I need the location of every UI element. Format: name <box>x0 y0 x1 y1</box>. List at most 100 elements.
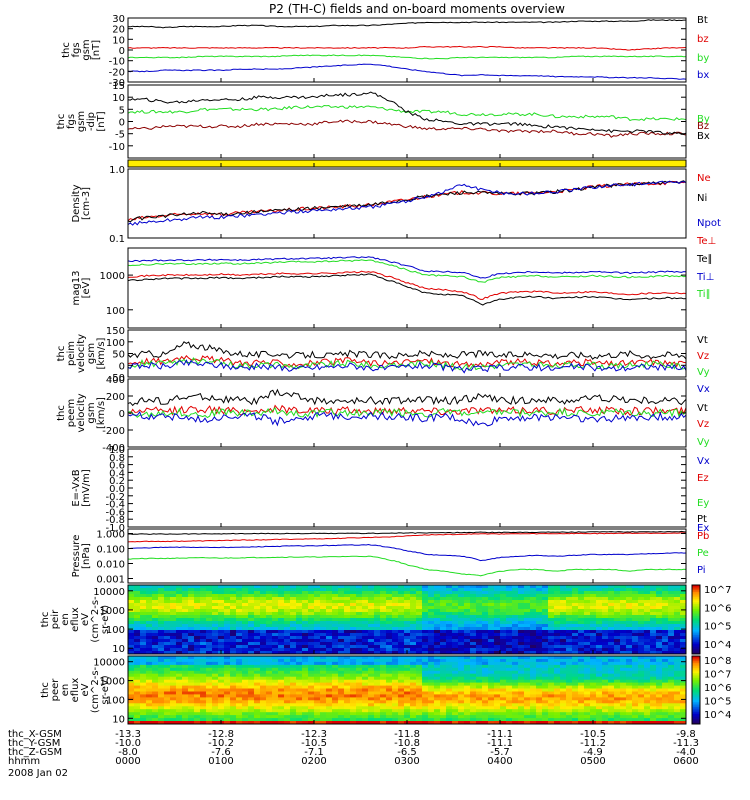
spectrogram-cell <box>584 703 591 707</box>
spectrogram-cell <box>218 591 225 595</box>
spectrogram-cell <box>524 664 531 669</box>
spectrogram-cell <box>632 648 639 652</box>
spectrogram-cell <box>248 664 255 669</box>
spectrogram-cell <box>236 703 243 707</box>
spectrogram-cell <box>224 612 231 616</box>
spectrogram-cell <box>536 703 543 707</box>
spectrogram-cell <box>404 594 411 598</box>
spectrogram-cell <box>320 673 327 678</box>
spectrogram-cell <box>302 691 309 695</box>
spectrogram-cell <box>542 673 549 678</box>
spectrogram-cell <box>452 585 459 589</box>
spectrogram-cell <box>596 600 603 604</box>
spectrogram-cell <box>398 721 405 725</box>
spectrogram-cell <box>314 700 321 704</box>
spectrogram-cell <box>152 648 159 652</box>
spectrogram-cell <box>200 661 207 666</box>
spectrogram-cell <box>338 656 345 660</box>
spectrogram-cell <box>566 659 573 663</box>
spectrogram-cell <box>248 633 255 637</box>
spectrogram-cell <box>302 585 309 589</box>
spectrogram-cell <box>266 721 273 725</box>
spectrogram-cell <box>278 597 285 601</box>
spectrogram-cell <box>572 597 579 601</box>
spectrogram-cell <box>140 624 147 628</box>
spectrogram-cell <box>674 685 681 689</box>
colorbar-segment <box>692 703 700 706</box>
spectrogram-cell <box>128 615 135 619</box>
spectrogram-cell <box>314 594 321 598</box>
spectrogram-cell <box>500 588 507 592</box>
y-tick-label: 1.0 <box>109 445 125 456</box>
spectrogram-cell <box>134 712 141 716</box>
spectrogram-cell <box>464 718 471 722</box>
spectrogram-cell <box>314 661 321 666</box>
spectrogram-cell <box>542 685 549 689</box>
spectrogram-cell <box>164 694 171 698</box>
spectrogram-cell <box>134 651 141 655</box>
spectrogram-cell <box>440 636 447 640</box>
spectrogram-cell <box>524 691 531 695</box>
spectrogram-cell <box>584 624 591 628</box>
spectrogram-cell <box>380 630 387 634</box>
spectrogram-cell <box>656 685 663 689</box>
spectrogram-cell <box>236 618 243 622</box>
spectrogram-cell <box>344 591 351 595</box>
spectrogram-cell <box>398 700 405 704</box>
spectrogram-cell <box>626 661 633 666</box>
spectrogram-cell <box>164 679 171 684</box>
spectrogram-cell <box>452 685 459 689</box>
spectrogram-cell <box>128 621 135 625</box>
spectrogram-cell <box>218 718 225 722</box>
spectrogram-cell <box>236 664 243 669</box>
spectrogram-cell <box>590 645 597 649</box>
spectrogram-cell <box>476 667 483 672</box>
spectrogram-cell <box>188 697 195 701</box>
spectrogram-cell <box>380 651 387 655</box>
spectrogram-cell <box>458 706 465 710</box>
spectrogram-cell <box>596 594 603 598</box>
spectrogram-cell <box>590 685 597 689</box>
spectrogram-cell <box>206 685 213 689</box>
spectrogram-cell <box>494 679 501 684</box>
spectrogram-cell <box>176 600 183 604</box>
spectrogram-cell <box>452 609 459 613</box>
spectrogram-cell <box>674 682 681 686</box>
colorbar-segment <box>692 597 700 600</box>
spectrogram-cell <box>554 718 561 722</box>
spectrogram-cell <box>494 609 501 613</box>
spectrogram-cell <box>158 667 165 672</box>
spectrogram-cell <box>140 612 147 616</box>
y-tick-label: 10000 <box>93 587 125 598</box>
spectrogram-cell <box>656 688 663 692</box>
spectrogram-cell <box>506 682 513 686</box>
spectrogram-cell <box>572 706 579 710</box>
spectrogram-cell <box>128 694 135 698</box>
x-axis-row-label: thc_X-GSM <box>8 729 62 740</box>
spectrogram-cell <box>170 651 177 655</box>
spectrogram-cell <box>434 715 441 719</box>
spectrogram-cell <box>344 703 351 707</box>
spectrogram-cell <box>536 682 543 686</box>
spectrogram-cell <box>236 691 243 695</box>
spectrogram-cell <box>410 700 417 704</box>
spectrogram-cell <box>440 651 447 655</box>
spectrogram-cell <box>530 697 537 701</box>
spectrogram-cell <box>230 621 237 625</box>
spectrogram-cell <box>464 645 471 649</box>
spectrogram-cell <box>248 591 255 595</box>
spectrogram-cell <box>626 651 633 655</box>
spectrogram-cell <box>326 715 333 719</box>
spectrogram-cell <box>488 612 495 616</box>
spectrogram-cell <box>632 615 639 619</box>
spectrogram-cell <box>176 651 183 655</box>
spectrogram-cell <box>434 700 441 704</box>
spectrogram-cell <box>458 585 465 589</box>
spectrogram-cell <box>248 609 255 613</box>
spectrogram-cell <box>368 664 375 669</box>
spectrogram-cell <box>578 703 585 707</box>
spectrogram-cell <box>656 639 663 643</box>
spectrogram-cell <box>608 664 615 669</box>
x-axis-row-value: 0600 <box>673 756 698 767</box>
